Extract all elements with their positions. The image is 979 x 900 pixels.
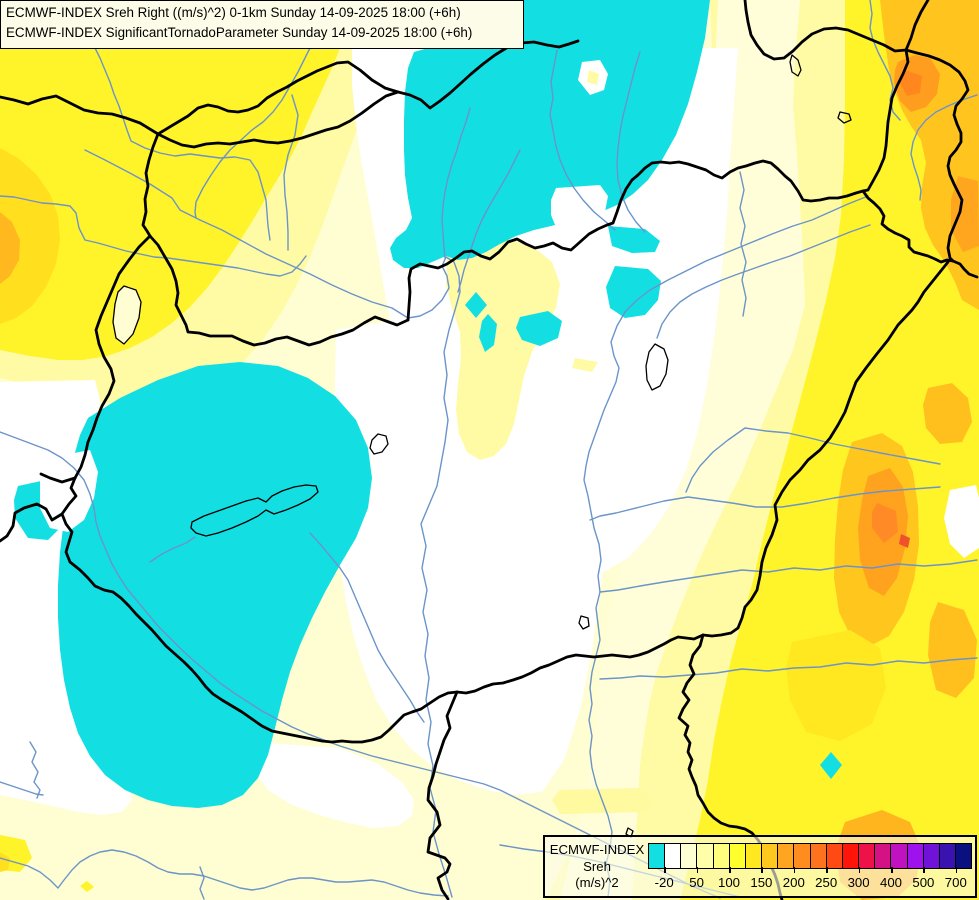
lake-velence [369, 433, 389, 455]
river-morava [94, 47, 271, 241]
legend-tick-mark [729, 867, 731, 873]
river-maros [599, 657, 978, 680]
legend-box: ECMWF-INDEX Sreh (m/s)^2 -20 50 100 150 200 2… [543, 835, 977, 898]
legend-color-cell [648, 843, 666, 869]
legend-color-cell [664, 843, 682, 869]
legend-labels: ECMWF-INDEX Sreh (m/s)^2 [549, 842, 645, 892]
legend-tick-label: 150 [750, 875, 773, 890]
legend-tick-label: 300 [847, 875, 870, 890]
lake-tisza [645, 343, 669, 391]
legend-tick-label: 200 [782, 875, 805, 890]
legend-color-cell [744, 843, 763, 869]
legend-tick-label: 250 [815, 875, 838, 890]
legend-color-cell [777, 843, 795, 869]
legend-color-cell [922, 843, 940, 869]
legend-units: (m/s)^2 [575, 875, 619, 890]
legend-color-cell [841, 843, 860, 869]
legend-tick-mark [858, 867, 861, 873]
legend-tick-label: 500 [912, 875, 935, 890]
legend-color-cell [858, 843, 876, 869]
legend-color-cell [696, 843, 714, 869]
border-hungary-ukraine [861, 189, 979, 279]
legend-color-cell [712, 843, 730, 869]
legend-tick-mark [696, 867, 699, 873]
legend-color-cell [906, 843, 924, 869]
legend-color-cell [761, 843, 779, 869]
river-bodrog [656, 224, 871, 339]
legend-color-cell [680, 843, 698, 869]
border-croatia-serbia [426, 690, 459, 900]
river-drava [0, 431, 721, 899]
border-hungary-serbia [455, 633, 705, 695]
legend-color-cell [954, 843, 973, 869]
river-koros [685, 427, 941, 493]
lake-balaton [190, 484, 319, 537]
border-slovakia-hungary [148, 234, 410, 347]
border-hungary-romania [701, 260, 950, 638]
river-tisza [583, 195, 869, 898]
legend-tick-mark [955, 867, 958, 873]
legend-title: ECMWF-INDEX [549, 842, 645, 857]
river-vah [194, 47, 311, 219]
legend-color-cell [793, 843, 811, 869]
legend-tick-label: 700 [944, 875, 967, 890]
border-austria-hungary [73, 234, 152, 480]
legend-color-cell [728, 843, 746, 869]
border-hungary-croatia [60, 476, 459, 744]
legend-tick-mark [826, 867, 828, 873]
legend-color-cell [809, 843, 827, 869]
legend-tick-label: 400 [879, 875, 903, 890]
legend-tick-mark [664, 867, 666, 873]
legend-colorbar [648, 843, 973, 869]
river-raba [0, 195, 307, 277]
legend-tick-mark [923, 867, 925, 873]
title-line-2: ECMWF-INDEX SignificantTornadoParameter … [6, 24, 473, 40]
title-bar: ECMWF-INDEX Sreh Right ((m/s)^2) 0-1km S… [0, 0, 524, 49]
river-danube [84, 149, 461, 898]
lake-ferto [112, 285, 142, 345]
legend-tick-mark [891, 867, 893, 873]
legend-tick-label: -20 [654, 875, 674, 890]
legend-tick-label: 50 [689, 875, 704, 890]
title-line-1: ECMWF-INDEX Sreh Right ((m/s)^2) 0-1km S… [6, 5, 461, 20]
legend-tick-mark [761, 867, 763, 873]
river-sava [0, 849, 449, 897]
legend-color-cell [874, 843, 892, 869]
legend-color-cell [890, 843, 908, 869]
legend-color-cell [938, 843, 956, 869]
river-sio [309, 532, 425, 723]
lakes [112, 54, 852, 838]
legend-tick-label: 100 [717, 875, 741, 890]
legend-parameter: Sreh [583, 858, 611, 874]
legend-color-cell [825, 843, 843, 869]
legend-tick-mark [793, 867, 796, 873]
